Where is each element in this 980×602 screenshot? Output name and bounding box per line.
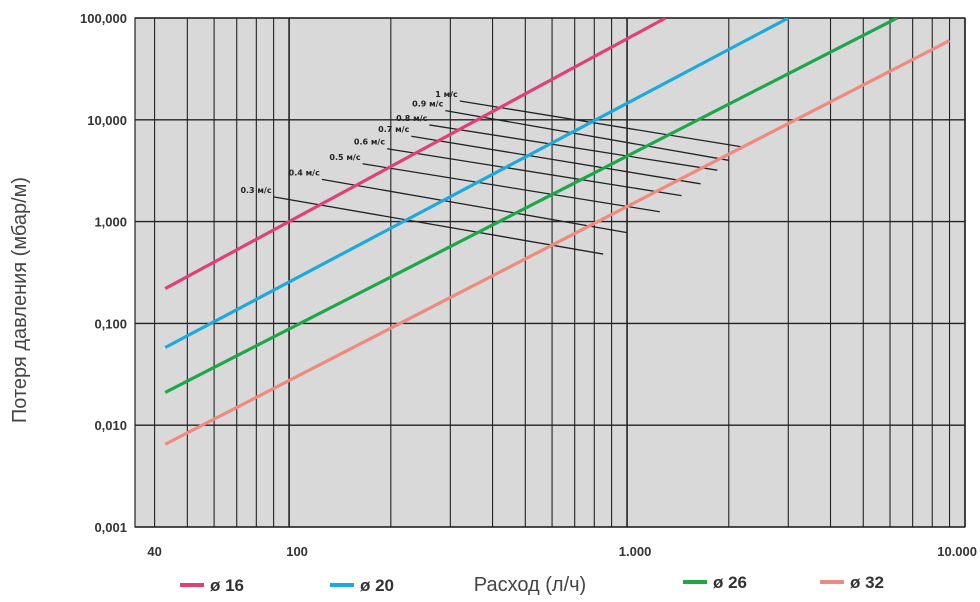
y-tick-label: 1,000 [94,215,127,230]
plot-background [135,18,965,527]
velocity-line [321,178,628,234]
x-tick-label: 10.000 [937,544,977,559]
series-line [164,18,667,290]
velocity-line [387,148,682,197]
y-tick-label: 100,000 [80,11,127,26]
x-axis-ticks: 40 100 1.000 10.000 [147,544,977,559]
velocity-label: 0.7 м/с [378,125,409,134]
y-tick-label: 0,010 [94,418,127,433]
series-line [164,18,898,394]
x-tick-label: 1.000 [619,544,652,559]
legend-label: ø 20 [360,576,394,595]
y-tick-label: 0,001 [94,520,127,535]
velocity-label: 0.9 м/с [412,100,443,109]
velocity-line [445,110,729,161]
velocity-line [429,124,718,171]
x-axis-label: Расход (л/ч) [474,574,586,596]
y-tick-label: 0,100 [94,316,127,331]
velocity-line [411,135,701,185]
velocity-lines: 0.3 м/с 0.4 м/с 0.5 м/с 0.6 м/с 0.7 м/с 0.8 м… [240,90,743,255]
legend-label: ø 32 [850,573,884,592]
x-tick-label: 40 [147,544,161,559]
velocity-label: 1 м/с [435,90,458,99]
velocity-line [273,196,604,255]
legend-label: ø 16 [210,576,244,595]
x-tick-label: 100 [286,544,308,559]
series-line [164,39,951,446]
series-line [164,18,790,349]
grid [134,17,966,528]
velocity-label: 0.8 м/с [396,114,427,123]
velocity-label: 0.3 м/с [240,186,271,195]
legend: ø 16 ø 20 ø 26 ø 32 [180,573,884,595]
y-tick-label: 10,000 [87,113,127,128]
velocity-line [362,163,660,213]
y-axis-ticks: 0,001 0,010 0,100 1,000 10,000 100,000 [80,11,127,535]
series-lines [164,18,951,446]
legend-label: ø 26 [713,573,747,592]
velocity-label: 0.6 м/с [354,138,385,147]
velocity-label: 0.5 м/с [329,153,360,162]
y-axis-label: Потеря давления (мбар/м) [9,177,31,423]
velocity-label: 0.4 м/с [289,168,320,177]
plot-frame [134,17,966,528]
velocity-line [459,100,743,148]
